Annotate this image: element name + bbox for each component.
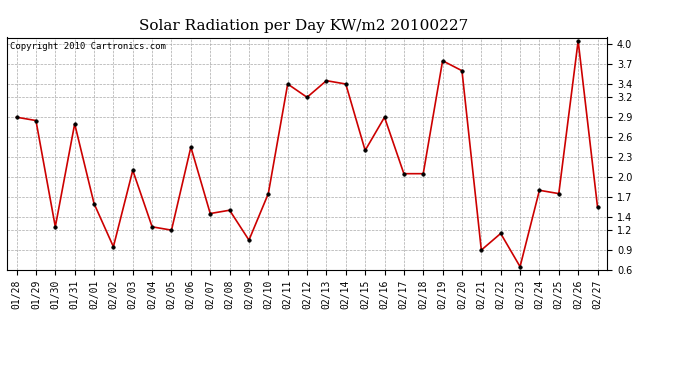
Text: Copyright 2010 Cartronics.com: Copyright 2010 Cartronics.com xyxy=(10,42,166,51)
Text: Solar Radiation per Day KW/m2 20100227: Solar Radiation per Day KW/m2 20100227 xyxy=(139,19,469,33)
